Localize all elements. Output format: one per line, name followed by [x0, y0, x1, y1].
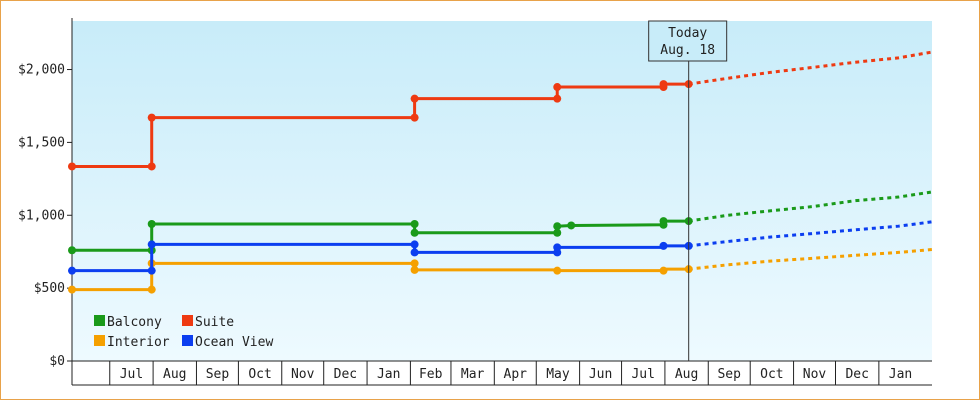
legend-label-suite: Suite: [195, 315, 234, 330]
legend-swatch-ocean-view: [182, 335, 193, 346]
data-point-balcony: [553, 222, 562, 231]
today-label: Today: [668, 26, 707, 41]
data-point-ocean-view: [147, 240, 156, 249]
data-point-balcony: [567, 221, 576, 230]
data-point-interior: [659, 266, 668, 275]
data-point-balcony: [68, 246, 76, 255]
data-point-ocean-view: [68, 266, 76, 275]
data-point-interior: [147, 285, 156, 294]
data-point-suite: [410, 113, 419, 122]
data-point-interior: [410, 259, 419, 268]
series-forecast-ocean-view: [688, 220, 933, 248]
x-tick-label: Jul: [631, 367, 654, 382]
data-point-suite: [553, 83, 562, 92]
y-tick-label: $1,500: [18, 135, 65, 150]
x-tick-label: Aug: [675, 367, 698, 382]
data-point-suite: [147, 162, 156, 171]
data-point-suite: [659, 80, 668, 89]
x-tick-label: Jan: [377, 367, 400, 382]
data-point-balcony: [147, 220, 156, 229]
x-tick-label: Oct: [248, 367, 271, 382]
series-interior: [68, 248, 933, 294]
x-tick-label: Nov: [803, 367, 827, 382]
today-date: Aug. 18: [660, 43, 715, 58]
data-point-suite: [68, 162, 76, 171]
x-tick-label: Jan: [889, 367, 912, 382]
legend-label-interior: Interior: [107, 335, 170, 350]
x-tick-label: Nov: [291, 367, 315, 382]
plot-background: [72, 21, 932, 361]
data-point-balcony: [410, 228, 419, 237]
series-forecast-interior: [688, 248, 933, 271]
legend: Balcony Interior Suite Ocean View: [94, 315, 273, 350]
x-tick-label: May: [546, 367, 570, 382]
data-point-ocean-view: [659, 241, 668, 250]
series-layer: [68, 50, 933, 294]
x-tick-label: Dec: [334, 367, 357, 382]
data-point-suite: [147, 113, 156, 122]
legend-label-balcony: Balcony: [107, 315, 162, 330]
x-axis: Jul Aug Sep Oct Nov Dec Jan Feb Mar Apr May Jun Jul A…: [71, 360, 932, 386]
legend-item-ocean-view: Ocean View: [182, 335, 273, 350]
data-point-ocean-view: [147, 266, 156, 275]
legend-item-balcony: Balcony: [94, 315, 162, 330]
data-point-suite: [553, 94, 562, 103]
legend-swatch-suite: [182, 315, 193, 326]
data-point-interior: [410, 265, 419, 274]
data-point-balcony: [659, 217, 668, 226]
today-marker: Today Aug. 18: [648, 20, 728, 361]
y-tick-label: $500: [34, 281, 65, 296]
legend-swatch-interior: [94, 335, 105, 346]
y-tick-label: $2,000: [18, 63, 65, 78]
today-label-box: [648, 20, 728, 62]
legend-item-suite: Suite: [182, 315, 234, 330]
series-ocean-view: [68, 220, 933, 275]
data-point-ocean-view: [410, 240, 419, 249]
data-point-balcony: [410, 220, 419, 229]
x-tick-label: Sep: [206, 367, 230, 382]
series-forecast-balcony: [688, 190, 933, 223]
y-tick-label: $0: [49, 354, 65, 369]
legend-label-ocean-view: Ocean View: [195, 335, 273, 350]
x-tick-label: Jun: [589, 367, 612, 382]
data-point-ocean-view: [410, 248, 419, 257]
y-axis: $0 $500 $1,000 $1,500 $2,000: [18, 18, 73, 369]
x-tick-label: Oct: [760, 367, 783, 382]
data-point-interior: [68, 285, 76, 294]
legend-item-interior: Interior: [94, 335, 170, 350]
data-point-balcony: [553, 228, 562, 237]
x-tick-label: Jul: [120, 367, 143, 382]
y-tick-label: $1,000: [18, 208, 65, 223]
x-tick-label: Sep: [717, 367, 741, 382]
x-tick-label: Feb: [419, 367, 443, 382]
legend-swatch-balcony: [94, 315, 105, 326]
x-tick-label: Apr: [504, 367, 528, 382]
data-point-ocean-view: [553, 243, 562, 252]
data-point-suite: [410, 94, 419, 103]
x-tick-label: Aug: [163, 367, 186, 382]
data-point-interior: [553, 266, 562, 275]
x-tick-label: Mar: [461, 367, 485, 382]
series-forecast-suite: [688, 50, 933, 86]
series-balcony: [68, 190, 933, 255]
x-tick-label: Dec: [845, 367, 868, 382]
